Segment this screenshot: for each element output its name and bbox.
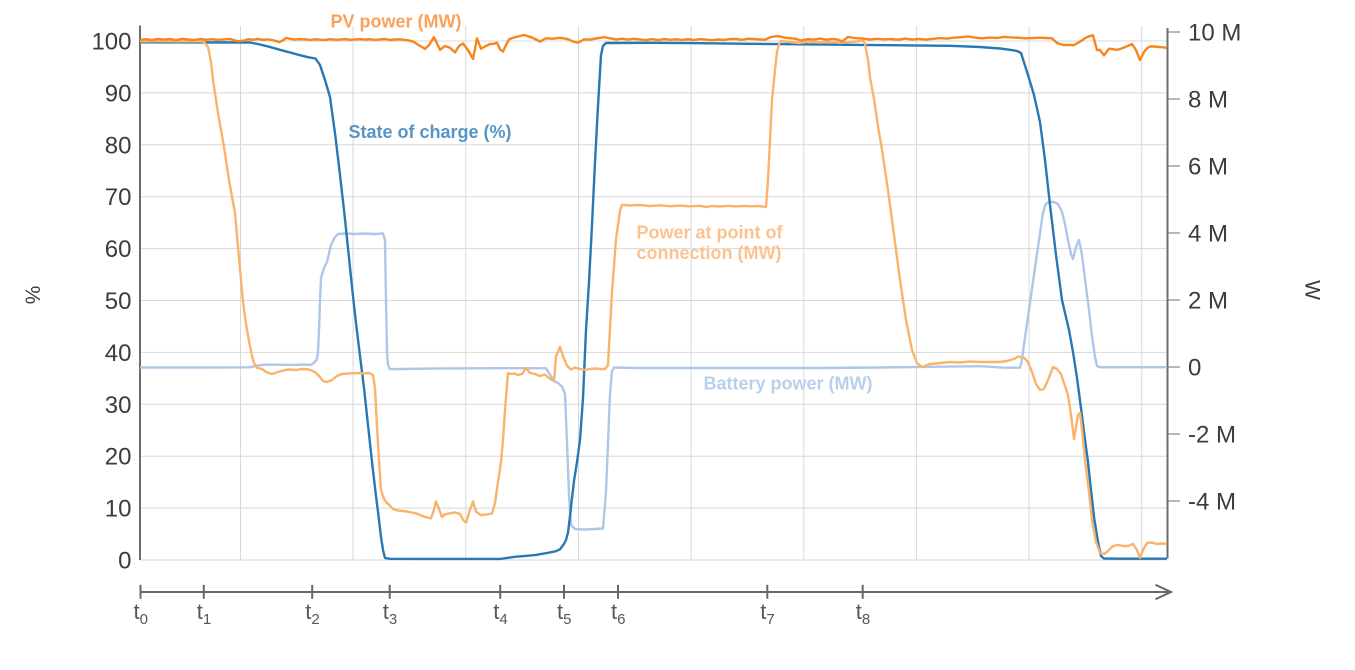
svg-text:0: 0 (1188, 355, 1201, 382)
svg-text:20: 20 (105, 444, 132, 471)
svg-text:70: 70 (105, 184, 132, 211)
svg-text:60: 60 (105, 236, 132, 263)
svg-text:PV power (MW): PV power (MW) (331, 12, 462, 32)
svg-text:-4 M: -4 M (1188, 489, 1236, 516)
svg-text:8 M: 8 M (1188, 87, 1228, 114)
svg-text:10 M: 10 M (1188, 20, 1241, 47)
svg-text:90: 90 (105, 80, 132, 107)
svg-text:0: 0 (118, 548, 131, 575)
svg-text:-2 M: -2 M (1188, 422, 1236, 449)
svg-text:W: W (1301, 280, 1324, 300)
svg-text:connection (MW): connection (MW) (637, 243, 782, 263)
svg-text:Battery power (MW): Battery power (MW) (704, 374, 873, 394)
svg-text:2 M: 2 M (1188, 288, 1228, 315)
svg-text:6 M: 6 M (1188, 154, 1228, 181)
svg-text:30: 30 (105, 392, 132, 419)
svg-text:50: 50 (105, 288, 132, 315)
svg-text:%: % (21, 286, 44, 305)
svg-text:40: 40 (105, 340, 132, 367)
svg-text:Power at point of: Power at point of (637, 223, 784, 243)
svg-text:4 M: 4 M (1188, 221, 1228, 248)
svg-text:80: 80 (105, 132, 132, 159)
svg-text:State of charge (%): State of charge (%) (349, 122, 512, 142)
svg-text:10: 10 (105, 496, 132, 523)
svg-text:100: 100 (91, 29, 131, 56)
